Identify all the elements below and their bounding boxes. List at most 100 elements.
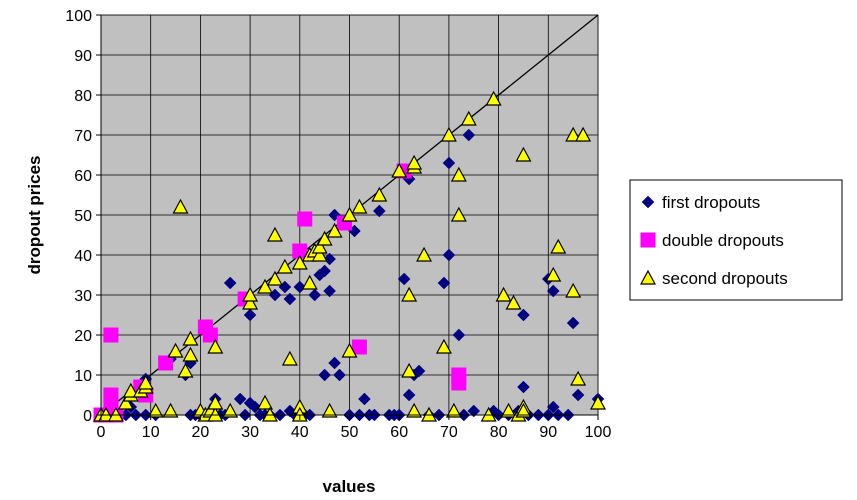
- data-point-second-dropouts: [207, 394, 224, 410]
- x-tick-label: 100: [585, 424, 612, 441]
- y-tick-label: 100: [65, 8, 92, 25]
- y-tick-label: 60: [74, 168, 92, 185]
- data-point-second-dropouts: [565, 126, 582, 142]
- data-point-second-dropouts: [316, 230, 333, 246]
- data-point-second-dropouts: [326, 222, 343, 238]
- data-point-second-dropouts: [281, 350, 298, 366]
- legend-box: [629, 179, 843, 301]
- data-point-second-dropouts: [177, 362, 194, 378]
- data-point-second-dropouts: [311, 238, 328, 254]
- data-point-second-dropouts: [147, 402, 164, 418]
- data-point-double-dropouts: [103, 387, 119, 403]
- data-point-first-dropouts: [412, 364, 426, 378]
- data-point-second-dropouts: [589, 394, 607, 410]
- legend-label-second-dropouts: second dropouts: [662, 269, 788, 288]
- data-point-second-dropouts: [406, 154, 423, 170]
- data-point-second-dropouts: [371, 186, 388, 202]
- x-axis-title: values: [323, 477, 376, 496]
- data-point-second-dropouts: [172, 198, 189, 214]
- y-tick-label: 90: [74, 48, 92, 65]
- data-point-second-dropouts: [545, 266, 562, 282]
- data-point-second-dropouts: [515, 402, 532, 418]
- data-point-second-dropouts: [222, 402, 239, 418]
- data-point-second-dropouts: [505, 294, 522, 310]
- data-point-first-dropouts: [318, 264, 332, 278]
- data-point-first-dropouts: [566, 316, 580, 330]
- data-point-first-dropouts: [248, 400, 262, 414]
- data-point-second-dropouts: [242, 286, 259, 302]
- x-tick-label: 30: [241, 424, 259, 441]
- data-point-first-dropouts: [243, 308, 257, 322]
- data-point-first-dropouts: [442, 156, 456, 170]
- data-point-second-dropouts: [341, 206, 358, 222]
- data-point-first-dropouts: [318, 368, 332, 382]
- data-point-first-dropouts: [333, 368, 346, 382]
- data-point-second-dropouts: [162, 402, 179, 418]
- data-point-first-dropouts: [517, 380, 530, 394]
- axes: [96, 14, 599, 420]
- data-point-first-dropouts: [323, 252, 336, 266]
- data-point-first-dropouts: [546, 284, 560, 298]
- data-point-second-dropouts: [416, 246, 433, 262]
- data-point-second-dropouts: [117, 394, 134, 410]
- data-point-second-dropouts: [341, 342, 358, 358]
- data-point-first-dropouts: [402, 388, 416, 402]
- data-point-first-dropouts: [462, 128, 476, 142]
- data-point-first-dropouts: [442, 248, 456, 262]
- data-point-first-dropouts: [233, 392, 247, 406]
- data-point-first-dropouts: [437, 276, 451, 290]
- data-point-second-dropouts: [207, 338, 224, 354]
- x-tick-label: 70: [440, 424, 458, 441]
- data-point-first-dropouts: [223, 276, 237, 290]
- data-points: [92, 90, 607, 423]
- data-point-second-dropouts: [500, 402, 517, 418]
- y-tick-label: 70: [74, 128, 92, 145]
- tick-labels: 0 10 20 30 40 50 60 70 80 90 100 0 10 20 30 40 50 60 70 80 9…: [65, 8, 611, 441]
- data-point-second-dropouts: [311, 246, 328, 262]
- y-tick-label: 80: [74, 88, 92, 105]
- data-point-first-dropouts: [546, 400, 560, 414]
- legend-label-first-dropouts: first dropouts: [662, 193, 760, 212]
- data-point-first-dropouts: [372, 204, 386, 218]
- data-point-double-dropouts: [297, 211, 313, 227]
- data-point-second-dropouts: [137, 374, 154, 390]
- data-point-second-dropouts: [182, 346, 199, 362]
- y-tick-label: 10: [74, 368, 92, 385]
- x-tick-label: 10: [142, 424, 160, 441]
- y-tick-label: 0: [83, 408, 92, 425]
- data-point-second-dropouts: [495, 286, 512, 302]
- data-point-first-dropouts: [517, 308, 530, 322]
- data-point-second-dropouts: [391, 162, 408, 178]
- data-point-first-dropouts: [571, 388, 585, 402]
- legend-marker-double-dropouts: [640, 232, 656, 248]
- data-point-first-dropouts: [358, 392, 371, 406]
- data-point-first-dropouts: [293, 280, 307, 294]
- data-point-second-dropouts: [445, 402, 462, 418]
- data-point-second-dropouts: [242, 294, 259, 310]
- data-point-double-dropouts: [451, 367, 467, 383]
- data-point-second-dropouts: [460, 110, 477, 126]
- data-point-second-dropouts: [515, 146, 532, 162]
- data-point-first-dropouts: [452, 328, 466, 342]
- data-point-second-dropouts: [450, 206, 467, 222]
- y-tick-label: 50: [74, 208, 92, 225]
- data-point-second-dropouts: [485, 90, 502, 106]
- data-point-second-dropouts: [167, 342, 184, 358]
- y-tick-label: 30: [74, 288, 92, 305]
- data-point-second-dropouts: [321, 402, 338, 418]
- data-point-first-dropouts: [283, 292, 297, 306]
- x-tick-label: 60: [390, 424, 408, 441]
- data-point-second-dropouts: [301, 274, 318, 290]
- data-point-second-dropouts: [182, 330, 199, 346]
- data-point-double-dropouts: [103, 327, 119, 343]
- x-tick-label: 90: [539, 424, 557, 441]
- data-point-double-dropouts: [351, 339, 367, 355]
- x-tick-label: 50: [341, 424, 359, 441]
- data-point-first-dropouts: [308, 288, 322, 302]
- data-point-first-dropouts: [397, 272, 411, 286]
- data-point-first-dropouts: [467, 404, 481, 418]
- data-point-second-dropouts: [406, 402, 423, 418]
- legend-marker-first-dropouts: [641, 195, 655, 209]
- data-point-double-dropouts: [292, 243, 308, 259]
